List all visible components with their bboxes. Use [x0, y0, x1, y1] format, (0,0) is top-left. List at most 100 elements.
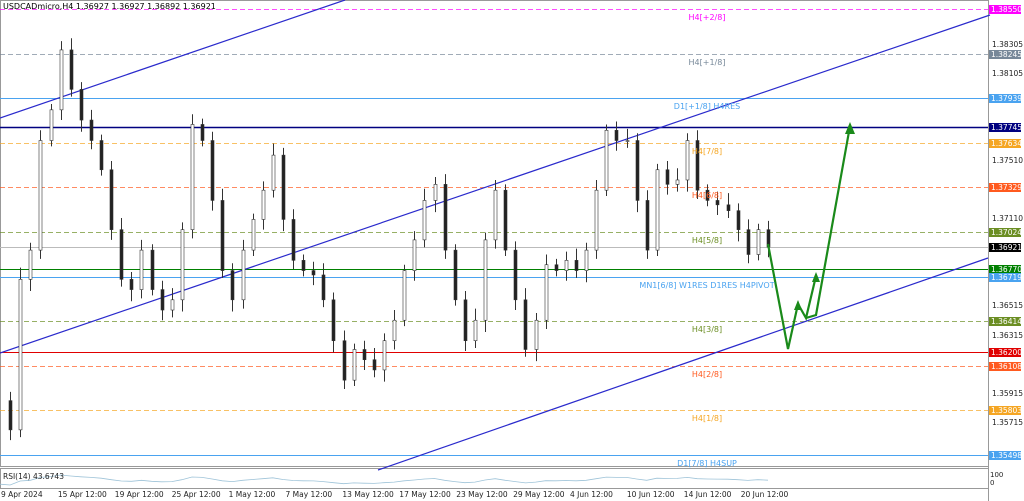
candle-bear [281, 154, 286, 220]
candle-bear [129, 279, 134, 290]
x-tick-label: 15 Apr 12:00 [57, 490, 107, 499]
arrowhead-icon [845, 122, 855, 134]
candle-bear [150, 249, 155, 290]
arrowhead-icon [812, 272, 820, 282]
candle-bear [119, 229, 124, 280]
y-tick-label: 1.35715 [992, 418, 1024, 428]
candle-bull [625, 140, 630, 142]
candle-bull [604, 129, 609, 191]
candle-bull [473, 319, 478, 342]
y-tick-label: 1.35915 [992, 389, 1024, 399]
candle-bull [483, 239, 488, 321]
candle-bear [574, 260, 579, 271]
candle-bear [726, 204, 731, 211]
candle-bear [503, 189, 508, 251]
candle-bull [433, 184, 438, 201]
candle-bull [402, 270, 407, 321]
candle-bull [190, 124, 195, 230]
rsi-line [0, 474, 769, 486]
y-tick-label: 1.36515 [992, 301, 1024, 311]
candle-bull [170, 299, 175, 311]
candle-bear [695, 140, 700, 191]
level-label: MN1[6/8] W1RES D1RES H4PIVOT [639, 280, 775, 290]
candle-bull [38, 140, 43, 251]
candle-bear [736, 210, 741, 230]
rsi-scale-bottom: 0 [990, 479, 995, 487]
candle-bear [8, 400, 13, 431]
candle-bear [554, 264, 559, 271]
level-label: H4[3/8] [691, 324, 723, 334]
candle-bear [513, 249, 518, 301]
candle-bull [49, 109, 54, 141]
candle-bear [200, 124, 205, 141]
candle-bull [655, 169, 660, 251]
candle-bull [675, 179, 680, 185]
candle-bear [635, 140, 640, 201]
price-tag: 1.35498 [989, 451, 1023, 460]
candle-bear [705, 189, 710, 201]
price-tag: 1.37329 [989, 183, 1023, 192]
x-tick-label: 4 Jun 12:00 [570, 490, 613, 499]
candle-bear [230, 270, 235, 301]
symbol-info: USDCADmicro,H4 1.36927 1.36927 1.36892 1… [3, 2, 216, 11]
candle-bear [372, 359, 377, 371]
candle-bear [301, 260, 306, 271]
x-tick-label: 20 Jun 12:00 [740, 490, 789, 499]
candle-bull [261, 189, 266, 220]
x-tick-label: 1 May 12:00 [228, 490, 276, 499]
x-tick-label: 14 Jun 12:00 [683, 490, 732, 499]
candle-bull [251, 219, 256, 251]
y-tick-label: 1.37110 [992, 214, 1024, 224]
candle-bear [523, 299, 528, 350]
candle-bull [756, 229, 761, 255]
price-tag: 1.38245 [989, 50, 1023, 59]
level-label: H4[5/8] [691, 235, 723, 245]
x-tick-label: 23 May 12:00 [456, 490, 508, 499]
level-label: H4[+2/8] [688, 12, 726, 22]
candle-bull [241, 249, 246, 301]
candle-bull [382, 340, 387, 371]
candle-bear [342, 340, 347, 381]
x-tick-label: 19 Apr 12:00 [114, 490, 164, 499]
price-tag: 1.36921 [989, 243, 1023, 252]
candle-bull [271, 154, 276, 191]
candle-bull [180, 229, 185, 301]
candle-bear [210, 140, 215, 201]
x-tick-label: 25 Apr 12:00 [171, 490, 221, 499]
price-tag: 1.38550 [989, 5, 1023, 14]
candle-bear [99, 140, 104, 171]
candle-bear [665, 169, 670, 185]
candle-bull [584, 249, 589, 271]
price-tag: 1.36200 [989, 348, 1023, 357]
candle-bear [463, 299, 468, 342]
forecast-path-final [805, 125, 852, 320]
candle-bull [59, 49, 64, 111]
price-tag: 1.37939 [989, 94, 1023, 103]
price-tag: 1.37634 [989, 139, 1023, 148]
candle-bull [392, 319, 397, 342]
candle-bear [321, 274, 326, 301]
level-label: D1[7/8] H4SUP [677, 458, 737, 468]
channel-line-upper [0, 0, 346, 119]
candle-bull [352, 349, 357, 381]
price-tag: 1.37745 [989, 123, 1023, 132]
candle-bull [18, 279, 23, 431]
price-tag: 1.36770 [989, 265, 1023, 274]
price-tag: 1.37024 [989, 228, 1023, 237]
candle-bear [331, 299, 336, 342]
channel-line-lower [377, 257, 989, 471]
level-label: H4[7/8] [691, 146, 723, 156]
candle-bear [715, 200, 720, 206]
y-tick-label: 1.36315 [992, 330, 1024, 340]
y-tick-label: 1.37510 [992, 155, 1024, 165]
candle-bear [746, 229, 751, 255]
candle-bull [534, 319, 539, 350]
rsi-label: RSI(14) 43.6743 [3, 472, 64, 481]
candle-bear [453, 249, 458, 301]
candle-bull [493, 189, 498, 241]
x-tick-label: 13 May 12:00 [342, 490, 394, 499]
candle-bull [139, 249, 144, 290]
y-tick-label: 1.38305 [992, 39, 1024, 49]
candle-bear [160, 289, 165, 311]
